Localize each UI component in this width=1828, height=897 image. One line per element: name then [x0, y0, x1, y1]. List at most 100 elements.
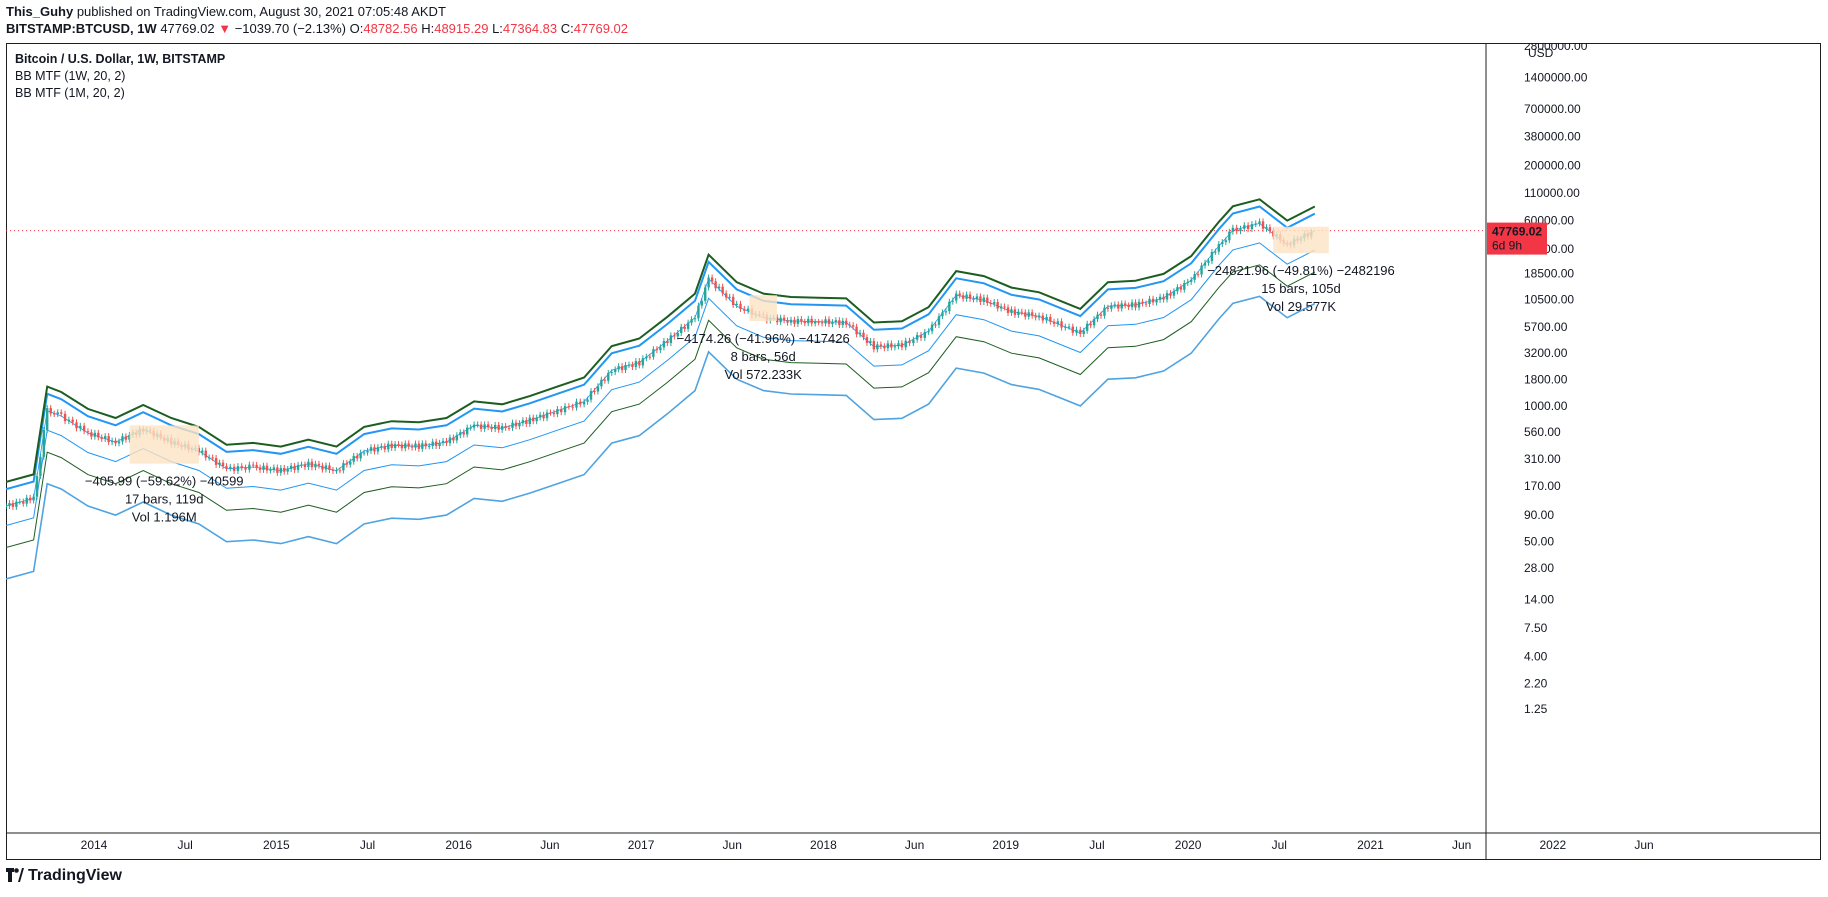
brand-name: TradingView	[28, 867, 122, 884]
price-axis-tick: 90.00	[1524, 508, 1554, 522]
measure-box	[1273, 226, 1329, 254]
candle-body	[1071, 326, 1074, 333]
candle-body	[400, 444, 404, 449]
chart-canvas[interactable]: 2800000.00 1400000.00 700000.00 380000.00 20…	[6, 43, 1821, 860]
candle-body	[1176, 287, 1179, 292]
candle-body	[1243, 225, 1246, 229]
author-name[interactable]: This_Guhy	[6, 4, 74, 19]
measure-label: −405.99 (−59.62%) −40599	[85, 474, 244, 489]
candle-body	[493, 424, 497, 430]
candle-body	[262, 465, 265, 470]
candle-body	[414, 443, 417, 448]
candle-body	[961, 295, 965, 299]
last-price: 47769.02	[160, 21, 215, 36]
candle-body	[497, 424, 500, 430]
candle-body	[214, 458, 218, 465]
measure-label: Vol 572.233K	[724, 367, 802, 382]
candle-body	[483, 424, 486, 429]
measure-label: Vol 1.196M	[132, 510, 197, 525]
candle-body	[35, 476, 39, 497]
price-badge-value: 47769.02	[1492, 225, 1542, 239]
monthly-lower-extension	[6, 295, 1316, 580]
high-label: H:	[421, 21, 435, 36]
candle-body	[421, 443, 424, 449]
legend-indicator-monthly[interactable]: BB MTF (1M, 20, 2)	[15, 86, 125, 100]
candle-body	[114, 440, 117, 444]
candle-body	[848, 324, 851, 326]
candle-body	[328, 465, 331, 470]
candle-body	[1113, 304, 1117, 306]
candle-body	[912, 339, 915, 344]
candle-body	[355, 455, 359, 459]
candle-body	[124, 436, 128, 440]
currency-label[interactable]: USD	[1528, 46, 1554, 60]
candle-body	[1096, 314, 1099, 320]
candle-body	[652, 349, 655, 357]
tradingview-brand[interactable]: TradingView	[6, 867, 122, 885]
weekly-upper-band	[6, 205, 1316, 491]
candle-body	[965, 294, 968, 299]
candle-body	[1151, 298, 1155, 303]
candle-body	[28, 497, 32, 501]
candle-body	[314, 463, 317, 468]
candle-body	[208, 457, 211, 459]
candle-body	[1235, 227, 1238, 232]
candle-body	[373, 447, 376, 452]
candle-body	[1134, 302, 1137, 308]
price-axis-tick: 380000.00	[1524, 130, 1581, 144]
candle-body	[90, 432, 93, 437]
candle-body	[303, 464, 307, 468]
candle-body	[397, 444, 400, 446]
candle-body	[607, 372, 610, 381]
candle-body	[1200, 265, 1203, 275]
candle-body	[490, 427, 493, 430]
candle-body	[807, 318, 810, 324]
candle-body	[820, 322, 824, 324]
candle-body	[286, 469, 289, 472]
measure-label: 15 bars, 105d	[1261, 281, 1341, 296]
candle-body	[79, 425, 82, 429]
close-value: 47769.02	[573, 21, 629, 36]
candle-body	[321, 465, 324, 470]
candle-body	[1010, 309, 1013, 313]
candle-body	[462, 432, 465, 435]
candle-body	[1246, 225, 1250, 230]
candle-body	[42, 430, 46, 457]
candle-body	[948, 301, 951, 312]
candle-body	[32, 496, 35, 501]
candle-body	[1169, 293, 1172, 296]
time-axis-tick: Jul	[178, 838, 193, 852]
candle-body	[886, 343, 890, 349]
time-axis-tick: Jul	[360, 838, 375, 852]
chart-frame[interactable]	[6, 43, 1821, 860]
candle-body	[1027, 312, 1030, 317]
candle-body	[383, 446, 387, 450]
candle-body	[1120, 303, 1123, 309]
candle-body	[349, 461, 352, 465]
candle-body	[673, 335, 676, 337]
candle-body	[514, 422, 518, 427]
candle-body	[993, 302, 996, 304]
candle-body	[955, 293, 958, 301]
candle-body	[1079, 329, 1082, 334]
candle-body	[1144, 303, 1148, 305]
candle-body	[201, 450, 204, 453]
measure-box	[129, 425, 199, 464]
candle-body	[100, 437, 103, 439]
candle-body	[865, 337, 869, 343]
price-axis-tick: 3200.00	[1524, 346, 1568, 360]
candle-body	[1231, 227, 1235, 232]
candle-body	[438, 442, 441, 447]
price-axis-tick: 28.00	[1524, 561, 1554, 575]
candle-body	[110, 440, 114, 443]
price-axis-tick: 1000.00	[1524, 399, 1568, 413]
price-badge-countdown: 6d 9h	[1492, 239, 1522, 253]
candle-body	[204, 450, 207, 458]
candle-body	[97, 432, 100, 438]
candle-body	[1183, 283, 1186, 290]
candle-body	[1082, 330, 1085, 334]
publish-date: published on TradingView.com, August 30,…	[76, 4, 446, 19]
candle-body	[586, 399, 589, 402]
legend-indicator-weekly[interactable]: BB MTF (1W, 20, 2)	[15, 69, 126, 83]
symbol-label: BITSTAMP:BTCUSD, 1W	[6, 21, 157, 36]
